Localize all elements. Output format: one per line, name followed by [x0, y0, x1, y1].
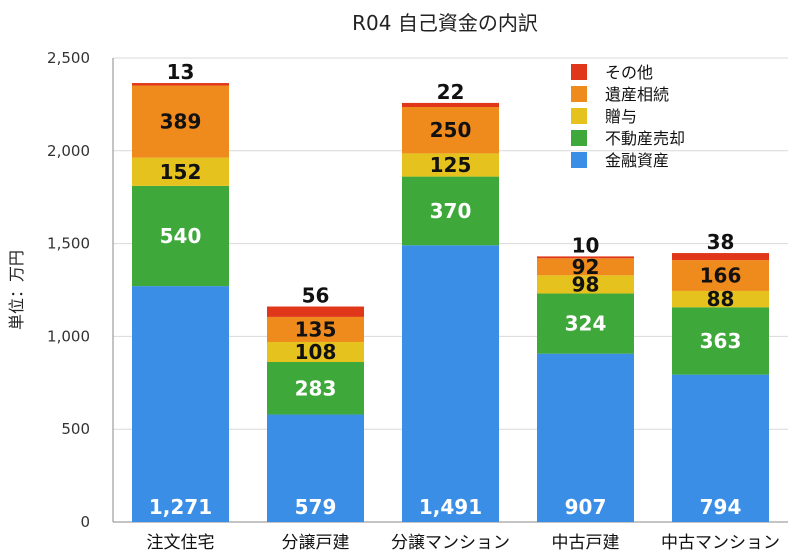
bar-segment	[537, 293, 634, 354]
data-label: 250	[430, 118, 472, 142]
data-label: 125	[430, 153, 472, 177]
legend-swatch	[571, 108, 587, 124]
category-label: 分譲マンション	[391, 533, 510, 553]
data-label: 370	[430, 199, 472, 223]
data-label: 363	[700, 329, 742, 353]
legend-label: 金融資産	[605, 151, 669, 170]
data-label: 1,491	[419, 495, 482, 519]
data-label: 88	[707, 287, 735, 311]
chart-title: R04 自己資金の内訳	[352, 11, 538, 35]
data-label: 540	[160, 224, 202, 248]
y-tick-label: 0	[80, 513, 90, 531]
data-label: 92	[572, 255, 600, 279]
data-label: 579	[295, 495, 337, 519]
category-label: 分譲戸建	[282, 533, 350, 553]
bar-segment	[267, 316, 364, 342]
legend-swatch	[571, 130, 587, 146]
y-axis-label: 単位：万円	[7, 250, 26, 330]
y-tick-label: 2,000	[47, 142, 90, 160]
data-label: 794	[700, 495, 742, 519]
y-tick-labels: 0 500 1,000 1,500 2,000 2,500	[47, 49, 90, 531]
legend-label: 不動産売却	[605, 129, 685, 148]
category-label: 注文住宅	[147, 533, 215, 553]
bar-segment	[537, 256, 634, 259]
bar-segment	[402, 102, 499, 107]
bar-segment	[402, 153, 499, 177]
bar-segment	[537, 258, 634, 276]
bar-segment	[672, 290, 769, 308]
bar-segment	[267, 341, 364, 363]
data-label: 10	[572, 233, 600, 257]
data-label: 98	[572, 272, 600, 296]
data-label: 283	[295, 376, 337, 400]
data-label: 907	[565, 495, 607, 519]
y-tick-label: 1,000	[47, 327, 90, 345]
bar-segment	[672, 374, 769, 522]
y-tick-label: 1,500	[47, 235, 90, 253]
data-label: 1,271	[149, 495, 212, 519]
category-label: 中古戸建	[552, 533, 620, 553]
bar-segment	[672, 260, 769, 291]
bar-segment	[267, 362, 364, 415]
bars	[132, 83, 769, 523]
legend-label: 贈与	[605, 107, 637, 126]
legend-swatch	[571, 64, 587, 80]
data-label: 166	[700, 264, 742, 288]
y-tick-label: 500	[61, 420, 90, 438]
bar-segment	[132, 185, 229, 287]
bar-segment	[132, 286, 229, 522]
bar-segment	[267, 414, 364, 522]
bar-segment	[402, 245, 499, 523]
bar-segment	[402, 176, 499, 246]
data-label: 13	[167, 60, 195, 84]
bar-segment	[672, 253, 769, 261]
data-label: 56	[302, 284, 330, 308]
legend-swatch	[571, 86, 587, 102]
legend-label: その他	[605, 63, 653, 82]
bar-segment	[537, 275, 634, 294]
category-label: 中古マンション	[661, 533, 780, 553]
data-label: 135	[295, 317, 337, 341]
data-label: 152	[160, 160, 202, 184]
bar-segment	[402, 106, 499, 154]
legend-swatch	[571, 152, 587, 168]
bar-segment	[132, 85, 229, 158]
y-tick-label: 2,500	[47, 49, 90, 67]
data-label: 38	[707, 230, 735, 254]
data-label: 108	[295, 340, 337, 364]
data-label: 22	[437, 80, 465, 104]
legend-label: 遺産相続	[605, 85, 669, 104]
bar-segment	[132, 157, 229, 186]
bar-segment	[267, 306, 364, 317]
data-label: 389	[160, 110, 202, 134]
category-labels: 注文住宅 分譲戸建 分譲マンション 中古戸建 中古マンション	[147, 533, 781, 553]
bar-segment	[672, 307, 769, 375]
bar-segment	[537, 353, 634, 522]
data-label: 324	[565, 312, 607, 336]
bar-segment	[132, 83, 229, 86]
